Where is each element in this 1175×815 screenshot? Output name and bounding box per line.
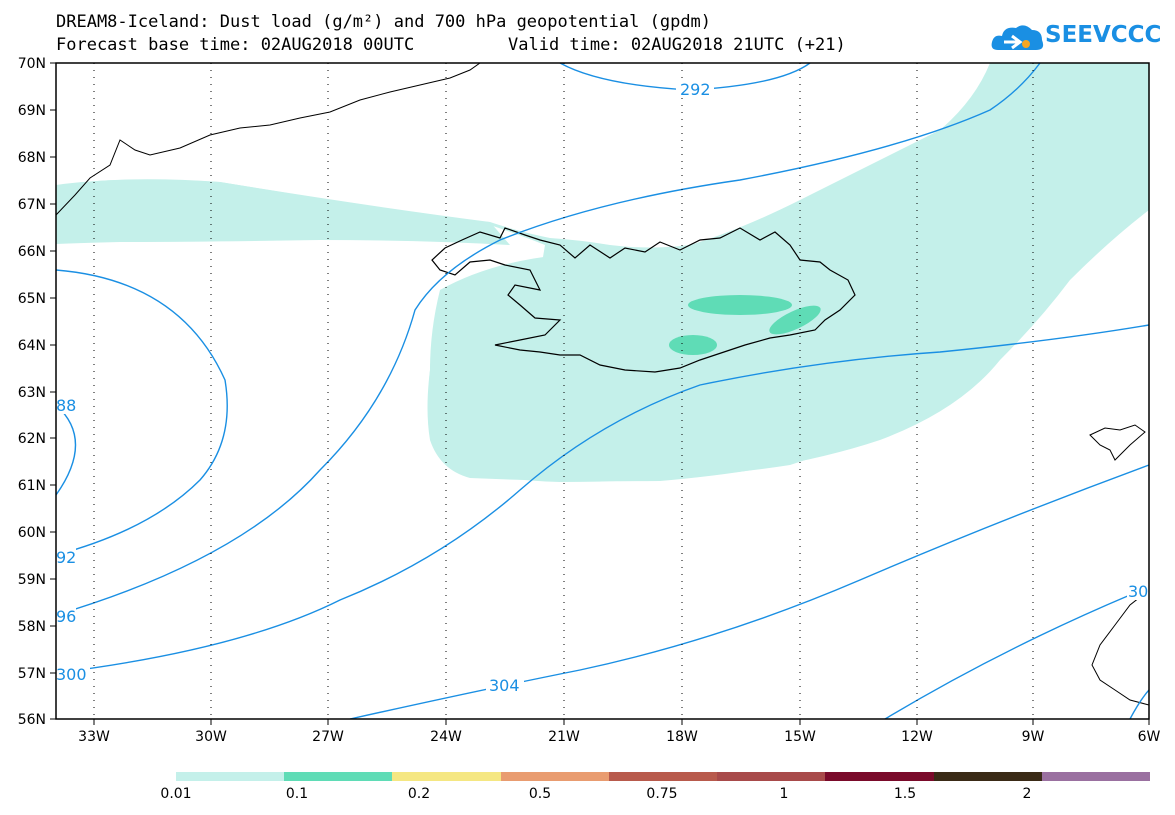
contour-label-308: 30	[1128, 582, 1148, 601]
lat-label: 70N	[17, 56, 46, 72]
contour-label-292-west: 92	[56, 548, 76, 567]
lat-label: 65N	[17, 291, 46, 307]
dust-patch-vatnajokull	[688, 295, 792, 315]
axis-ticks	[50, 62, 1150, 725]
valid-time: Valid time: 02AUG2018 21UTC (+21)	[508, 35, 846, 55]
lat-label: 62N	[17, 431, 46, 447]
dust-area-south	[428, 200, 1060, 482]
lat-label: 68N	[17, 150, 46, 166]
lon-label: 18W	[666, 729, 698, 745]
contour-308	[884, 594, 1131, 719]
dust-patch-east	[769, 305, 821, 335]
contour-label-288: 88	[56, 396, 76, 415]
legend-swatch	[717, 772, 826, 781]
contour-label-292: 292	[680, 80, 711, 99]
lon-gridlines	[93, 63, 1034, 719]
scotland-coastline	[1091, 589, 1149, 706]
legend-label: 1	[779, 786, 789, 802]
legend-label: 0.01	[160, 786, 192, 802]
legend-swatch	[1041, 772, 1150, 781]
contour-label-304: 304	[489, 676, 520, 695]
legend-swatch	[392, 772, 501, 781]
dust-patch-south	[669, 335, 717, 355]
contour-288-west	[56, 404, 77, 496]
lat-label: 59N	[17, 572, 46, 588]
lat-label: 56N	[17, 712, 46, 728]
legend-label: 0.75	[646, 786, 678, 802]
legend-colorbar	[176, 772, 1150, 781]
contour-296	[56, 63, 1041, 616]
legend-label: 0.1	[285, 786, 309, 802]
iceland-coastline	[431, 227, 856, 373]
legend-label: 0.2	[407, 786, 431, 802]
lat-label: 64N	[17, 338, 46, 354]
faroe-islands	[1089, 424, 1146, 461]
contour-304	[349, 464, 1149, 719]
legend-label: 0.5	[528, 786, 552, 802]
contour-292-west	[56, 269, 228, 556]
lat-label: 60N	[17, 525, 46, 541]
contour-label-300: 300	[56, 665, 87, 684]
legend-swatch	[933, 772, 1042, 781]
lat-label: 58N	[17, 619, 46, 635]
logo-text: SEEVCCC	[1045, 22, 1162, 48]
lon-label: 15W	[784, 729, 816, 745]
lat-label: 67N	[17, 197, 46, 213]
forecast-base-time: Forecast base time: 02AUG2018 00UTC	[56, 35, 415, 55]
contour-300	[56, 324, 1149, 674]
legend-swatch	[284, 772, 393, 781]
legend-swatch	[500, 772, 609, 781]
legend-swatch	[608, 772, 718, 781]
lon-label: 30W	[195, 729, 227, 745]
legend-swatch	[825, 772, 934, 781]
legend-swatch	[176, 772, 285, 781]
map-frame	[55, 62, 1150, 720]
contour-label-296: 96	[56, 607, 76, 626]
lat-label: 69N	[17, 103, 46, 119]
lon-label: 21W	[548, 729, 580, 745]
lon-label: 24W	[430, 729, 462, 745]
greenland-coastline	[56, 63, 481, 216]
lat-label: 66N	[17, 244, 46, 260]
legend-label: 1.5	[893, 786, 917, 802]
lon-label: 9W	[1021, 729, 1045, 745]
lon-label: 33W	[78, 729, 110, 745]
lat-label: 61N	[17, 478, 46, 494]
contour-312	[1129, 689, 1149, 719]
lat-label: 57N	[17, 666, 46, 682]
lat-label: 63N	[17, 385, 46, 401]
legend-label: 2	[1022, 786, 1032, 802]
lon-label: 12W	[901, 729, 933, 745]
lon-label: 6W	[1137, 729, 1161, 745]
geopotential-contours	[56, 63, 1149, 719]
dust-area-west-band	[56, 179, 510, 245]
lon-label: 27W	[312, 729, 344, 745]
map-title: DREAM8-Iceland: Dust load (g/m²) and 700…	[56, 12, 712, 32]
cloud-logo-icon	[991, 25, 1044, 50]
